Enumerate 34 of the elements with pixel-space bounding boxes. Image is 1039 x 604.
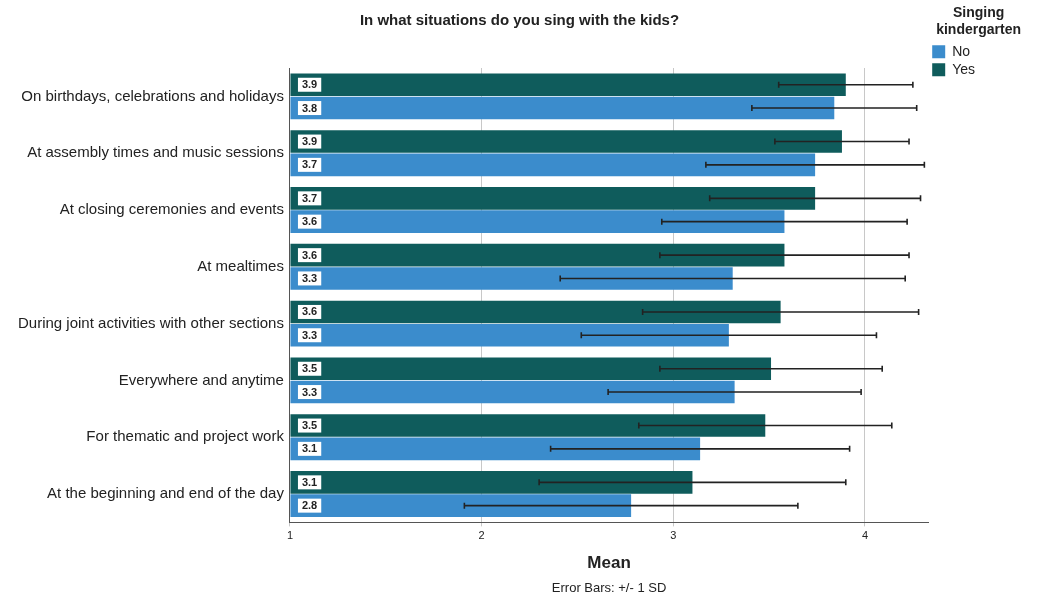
x-tick-label: 4 [861,529,869,542]
chart-title: In what situations do you sing with the kids? [359,11,680,29]
x-axis-title: Mean [587,553,631,573]
data-label: 3.1 [301,475,318,488]
data-label: 3.3 [301,328,318,341]
data-label: 3.9 [301,78,318,91]
data-label: 3.1 [301,442,318,455]
data-label: 3.3 [301,385,318,398]
data-label: 2.8 [301,499,318,512]
y-tick-label: For thematic and project work [86,427,285,445]
data-label: 3.6 [301,248,318,261]
data-label: 3.3 [301,271,318,284]
legend-title: Singing kindergarten [936,3,1022,37]
y-tick-label: On birthdays, celebrations and holidays [21,86,284,104]
data-label: 3.6 [301,215,318,228]
y-tick-label: At assembly times and music sessions [27,143,284,161]
y-tick-label: At mealtimes [197,256,284,274]
x-tick-label: 3 [670,529,677,542]
data-label: 3.7 [301,191,318,204]
data-label: 3.5 [301,419,318,432]
y-tick-label: At the beginning and end of the day [47,484,285,502]
x-tick-label: 1 [286,529,294,542]
data-label: 3.5 [301,362,318,375]
y-tick-label: During joint activities with other sections [18,313,284,331]
text: Error Bars: +/- 1 SD [551,580,667,595]
data-label: 3.6 [301,305,318,318]
data-label: 3.7 [301,158,318,171]
x-tick-label: 2 [478,529,485,542]
data-label: 3.8 [301,101,318,114]
y-tick-label: At closing ceremonies and events [59,200,284,218]
legend-label: Yes [952,60,976,77]
y-tick-label: Everywhere and anytime [118,370,284,388]
data-label: 3.9 [301,135,318,148]
legend-label: No [952,42,971,59]
